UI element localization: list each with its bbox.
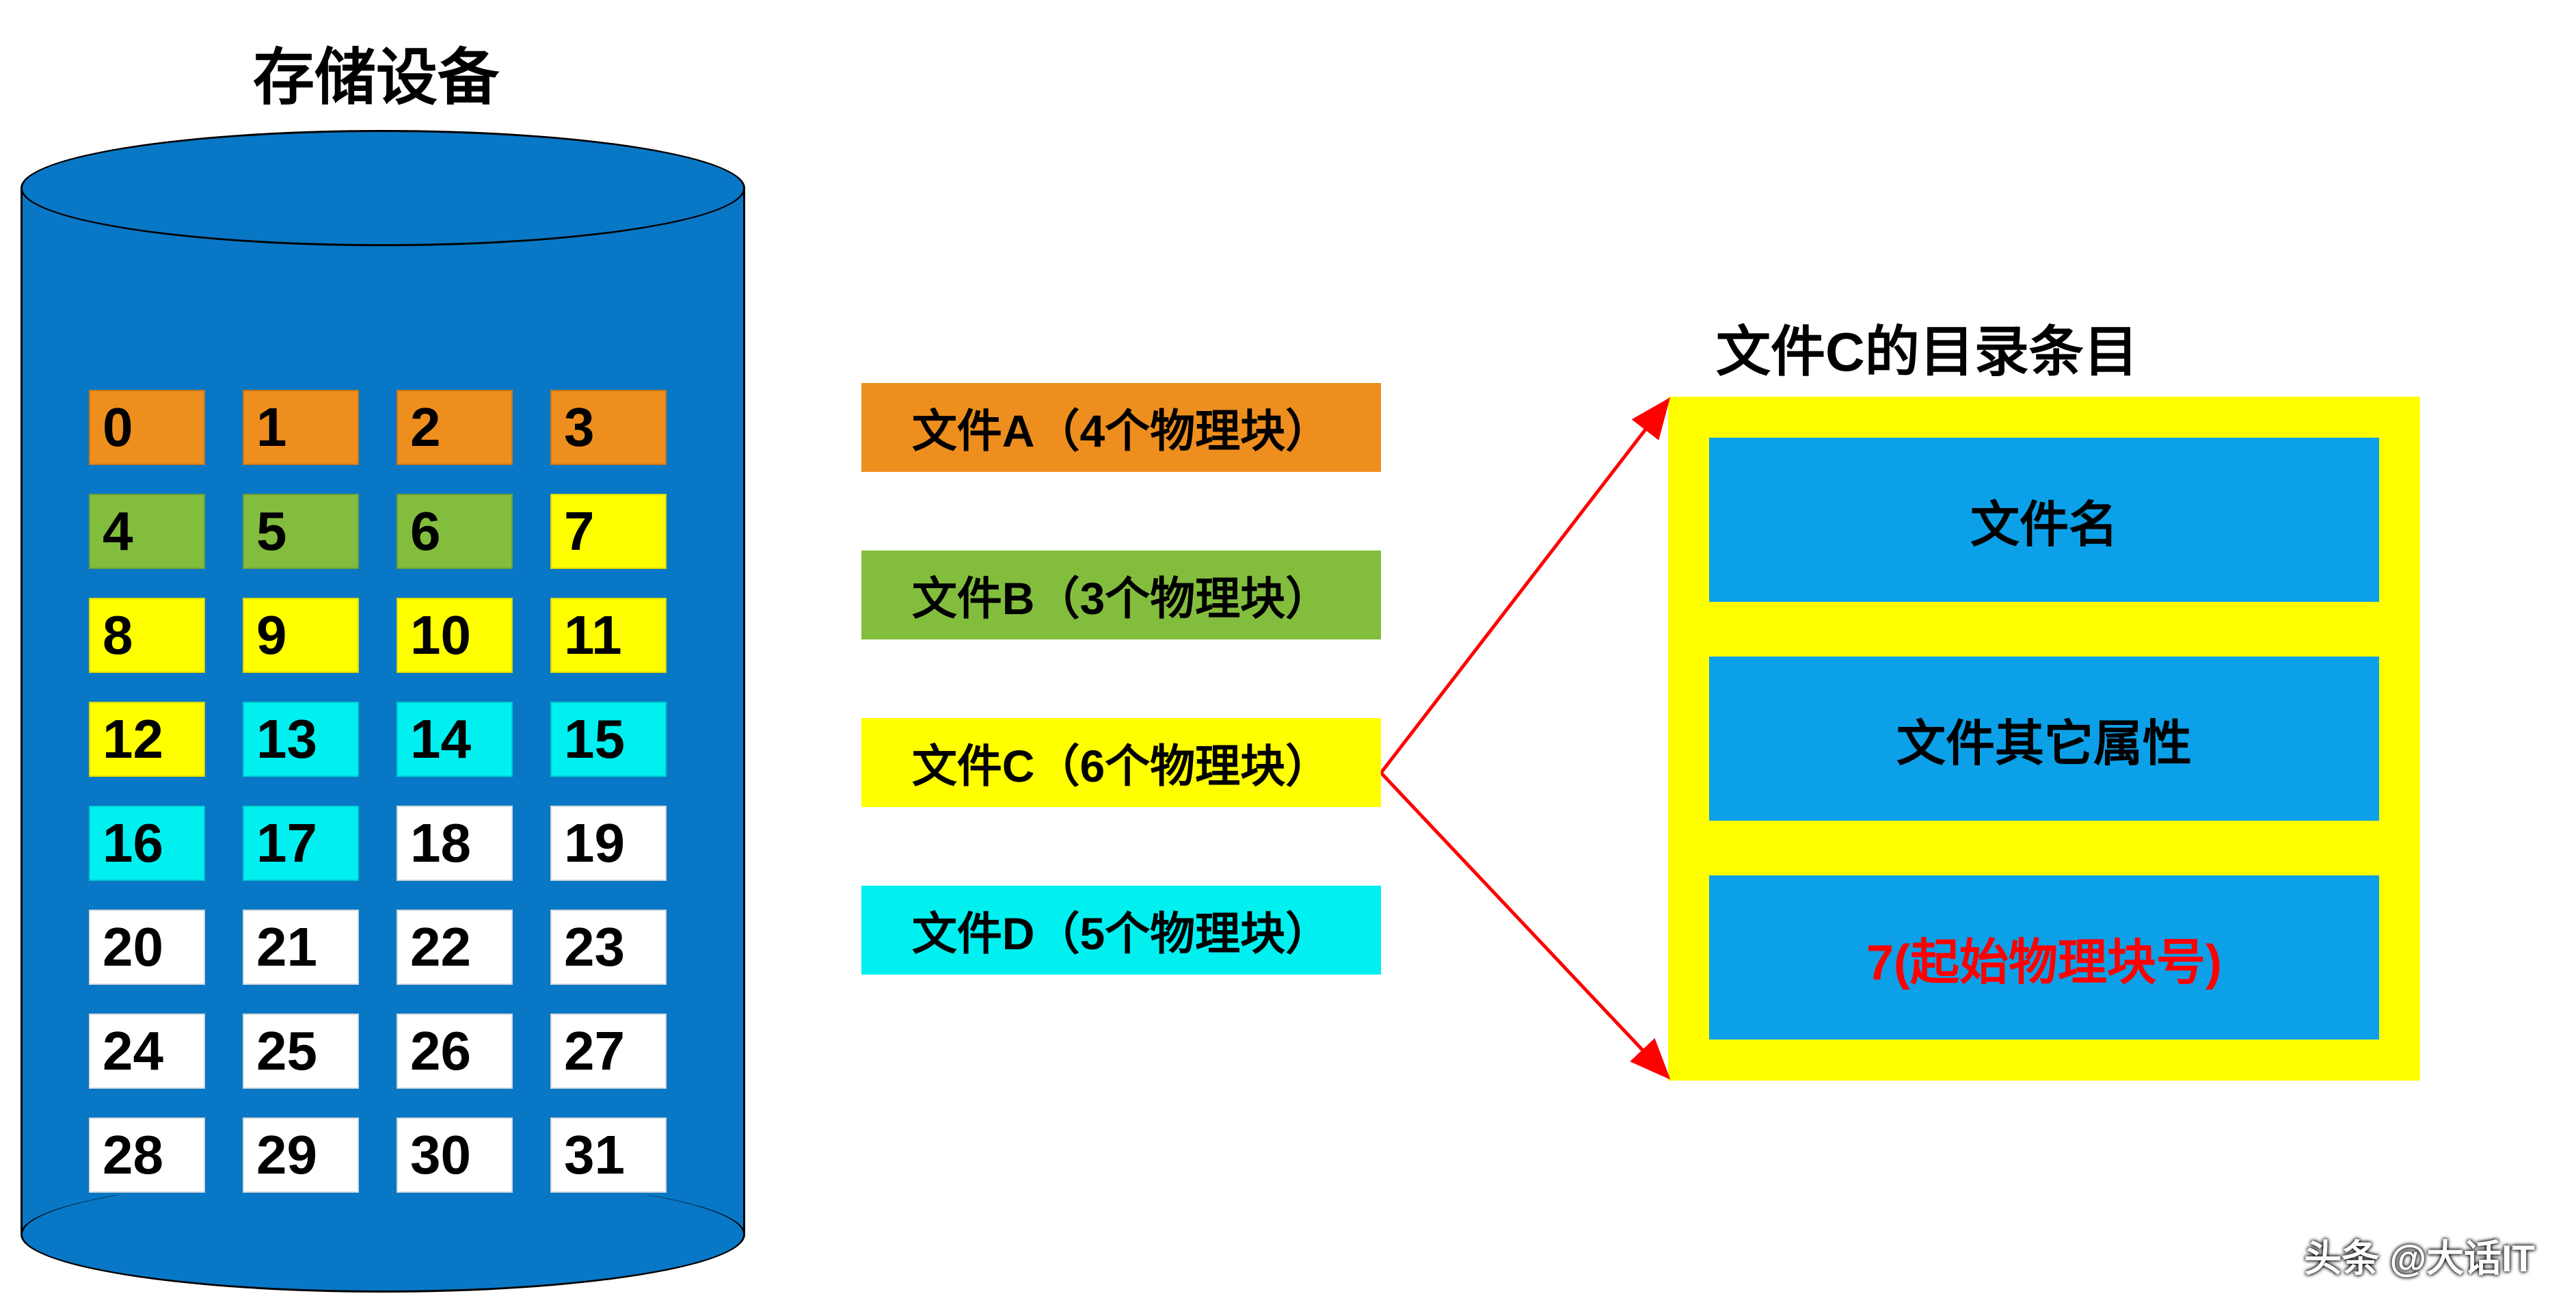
directory-title: 文件C的目录条目 <box>1716 308 2138 387</box>
storage-block: 10 <box>397 598 513 673</box>
storage-block: 0 <box>89 390 205 465</box>
storage-block: 17 <box>243 806 359 881</box>
storage-block: 9 <box>243 598 359 673</box>
storage-block: 23 <box>550 910 667 985</box>
storage-block: 21 <box>243 910 359 985</box>
arrow-lines <box>1381 386 1689 1091</box>
storage-block: 3 <box>550 390 667 465</box>
storage-block: 29 <box>243 1118 359 1193</box>
storage-block: 2 <box>397 390 513 465</box>
directory-entry: 7(起始物理块号) <box>1709 875 2379 1040</box>
file-item: 文件D（5个物理块） <box>861 886 1381 975</box>
storage-block: 11 <box>550 598 667 673</box>
directory-entry: 文件其它属性 <box>1709 657 2379 821</box>
storage-block: 30 <box>397 1118 513 1193</box>
cylinder-bottom <box>21 1176 745 1293</box>
storage-block: 14 <box>397 702 513 777</box>
storage-block: 27 <box>550 1014 667 1089</box>
storage-block: 24 <box>89 1014 205 1089</box>
file-item: 文件A（4个物理块） <box>861 383 1381 472</box>
storage-block: 15 <box>550 702 667 777</box>
storage-block: 19 <box>550 806 667 881</box>
cylinder-top <box>21 130 745 246</box>
storage-block: 13 <box>243 702 359 777</box>
storage-block: 22 <box>397 910 513 985</box>
file-list: 文件A（4个物理块） 文件B（3个物理块） 文件C（6个物理块） 文件D（5个物理块） <box>861 383 1381 1053</box>
storage-block: 5 <box>243 494 359 569</box>
storage-title: 存储设备 <box>253 27 499 116</box>
storage-block: 25 <box>243 1014 359 1089</box>
storage-block: 18 <box>397 806 513 881</box>
storage-block: 8 <box>89 598 205 673</box>
storage-block: 4 <box>89 494 205 569</box>
storage-block: 1 <box>243 390 359 465</box>
storage-block: 31 <box>550 1118 667 1193</box>
storage-block: 20 <box>89 910 205 985</box>
file-item: 文件B（3个物理块） <box>861 551 1381 639</box>
directory-entry: 文件名 <box>1709 438 2379 602</box>
storage-block: 26 <box>397 1014 513 1089</box>
storage-block: 28 <box>89 1118 205 1193</box>
storage-block: 7 <box>550 494 667 569</box>
storage-block: 6 <box>397 494 513 569</box>
storage-cylinder: 0123456789101112131415161718192021222324… <box>21 130 745 1293</box>
file-item: 文件C（6个物理块） <box>861 718 1381 807</box>
storage-block: 12 <box>89 702 205 777</box>
watermark: 头条 @大话IT <box>2304 1228 2535 1282</box>
blocks-grid: 0123456789101112131415161718192021222324… <box>89 390 667 1193</box>
directory-box: 文件名文件其它属性 7(起始物理块号) <box>1668 397 2420 1081</box>
storage-block: 16 <box>89 806 205 881</box>
